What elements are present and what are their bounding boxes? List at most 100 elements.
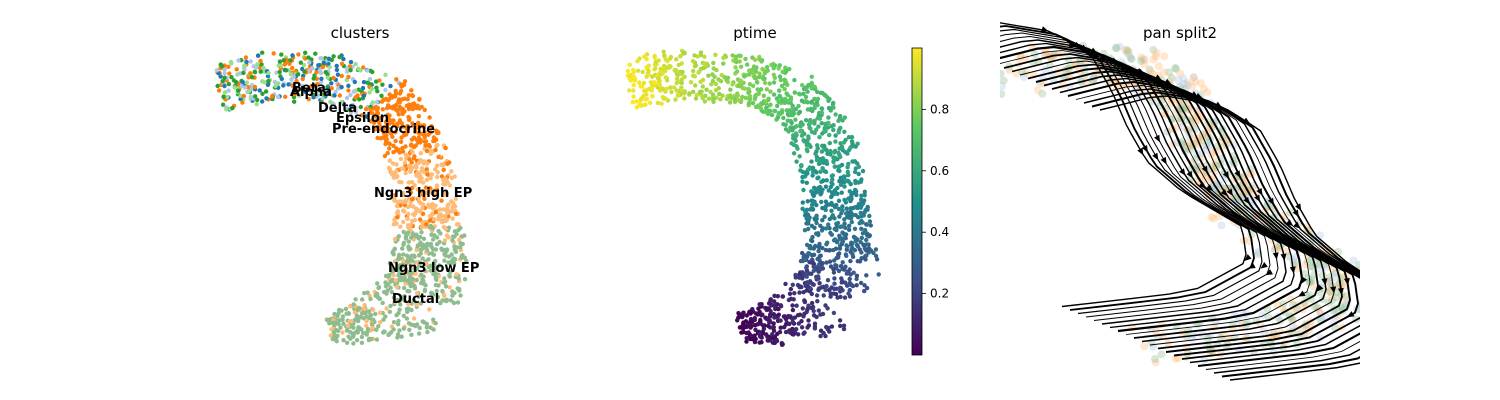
ptime-point (792, 328, 797, 333)
ptime-point (874, 257, 880, 262)
cluster-point (395, 215, 400, 220)
ptime-point (770, 332, 775, 337)
cluster-point (398, 276, 403, 281)
ptime-point (734, 59, 739, 65)
ptime-point (776, 312, 781, 317)
cluster-point (367, 90, 372, 95)
faded-point (1207, 213, 1216, 221)
cluster-point (271, 51, 276, 56)
ptime-point (637, 80, 642, 85)
ptime-point (832, 150, 837, 155)
streamline-arrow (1244, 254, 1252, 261)
clusters-panel: clusters Beta Alpha Delta Epsilon Pre-endocr… (180, 0, 540, 400)
ptime-point (809, 291, 814, 297)
cluster-point (344, 95, 350, 101)
ptime-point (862, 283, 867, 288)
ptime-point (846, 172, 851, 178)
cluster-point (409, 88, 414, 93)
streamline-arrow (1220, 189, 1228, 197)
cluster-point (374, 111, 380, 116)
ptime-point (802, 174, 808, 179)
cluster-point (365, 68, 370, 73)
ptime-point (711, 60, 716, 66)
ptime-point (766, 96, 771, 102)
cluster-point (433, 282, 439, 288)
ptime-point (850, 245, 855, 251)
cluster-point (434, 235, 440, 240)
cluster-point (349, 103, 354, 109)
ptime-point (753, 327, 758, 332)
ptime-point (856, 171, 861, 177)
cluster-point (444, 248, 449, 254)
streamline-arrow (1068, 42, 1077, 49)
ptime-point (810, 173, 815, 178)
ptime-point (771, 328, 777, 333)
faded-point (1030, 50, 1039, 59)
ptime-point (871, 250, 876, 256)
ptime-point (805, 199, 810, 204)
cluster-point (419, 189, 425, 194)
ptime-point (755, 87, 760, 92)
cluster-point (422, 287, 428, 293)
faded-point (1332, 293, 1341, 302)
ptime-point (799, 120, 804, 125)
cluster-point (373, 311, 378, 317)
cluster-point (445, 204, 450, 209)
streamline-arrow (1289, 266, 1296, 274)
cluster-point (440, 288, 445, 294)
streamline-arrow (1137, 68, 1146, 74)
cluster-point (259, 62, 264, 67)
ptime-point (782, 77, 787, 83)
cluster-point (422, 107, 427, 113)
faded-point (1033, 86, 1042, 95)
faded-point (1137, 57, 1145, 65)
ptime-point (637, 103, 642, 108)
ptime-point (652, 53, 657, 59)
ptime-point (776, 110, 781, 116)
cluster-point (220, 102, 226, 107)
cluster-point (344, 66, 350, 71)
ptime-point (809, 238, 815, 244)
ptime-point (840, 204, 845, 209)
cluster-point (409, 258, 415, 263)
cluster-point (392, 246, 397, 251)
cluster-point (242, 67, 247, 72)
cluster-point (444, 191, 450, 196)
ptime-point (669, 89, 674, 95)
ptime-point (805, 307, 810, 312)
ptime-point (819, 199, 824, 205)
faded-point (1040, 49, 1049, 58)
ptime-point (827, 140, 832, 146)
ptime-point (833, 139, 838, 144)
ptime-point (816, 124, 821, 129)
cluster-label: Pre-endocrine (332, 122, 435, 137)
ptime-point (758, 318, 763, 324)
ptime-point (839, 190, 844, 195)
ptime-point (740, 314, 745, 320)
cluster-point (339, 73, 344, 79)
ptime-point (789, 112, 794, 118)
ptime-point (831, 266, 836, 272)
ptime-point (819, 121, 824, 126)
cluster-point (393, 192, 398, 198)
streamline-arrow (1179, 168, 1186, 176)
ptime-point (747, 97, 753, 102)
ptime-point (772, 315, 777, 320)
ptime-point (793, 138, 798, 143)
ptime-point (781, 115, 786, 121)
ptime-point (748, 311, 753, 316)
streamline-arrow (1321, 278, 1328, 286)
ptime-point (834, 224, 839, 229)
streamline-arrow (1164, 79, 1173, 85)
ptime-point (736, 97, 741, 103)
cluster-point (433, 209, 439, 215)
cluster-point (396, 256, 401, 262)
ptime-point (852, 226, 858, 231)
ptime-point (771, 80, 777, 85)
cluster-point (331, 320, 337, 325)
ptime-point (761, 326, 767, 331)
ptime-point (820, 226, 825, 231)
faded-point (1191, 155, 1200, 164)
cluster-point (424, 321, 429, 326)
cluster-point (323, 70, 328, 75)
